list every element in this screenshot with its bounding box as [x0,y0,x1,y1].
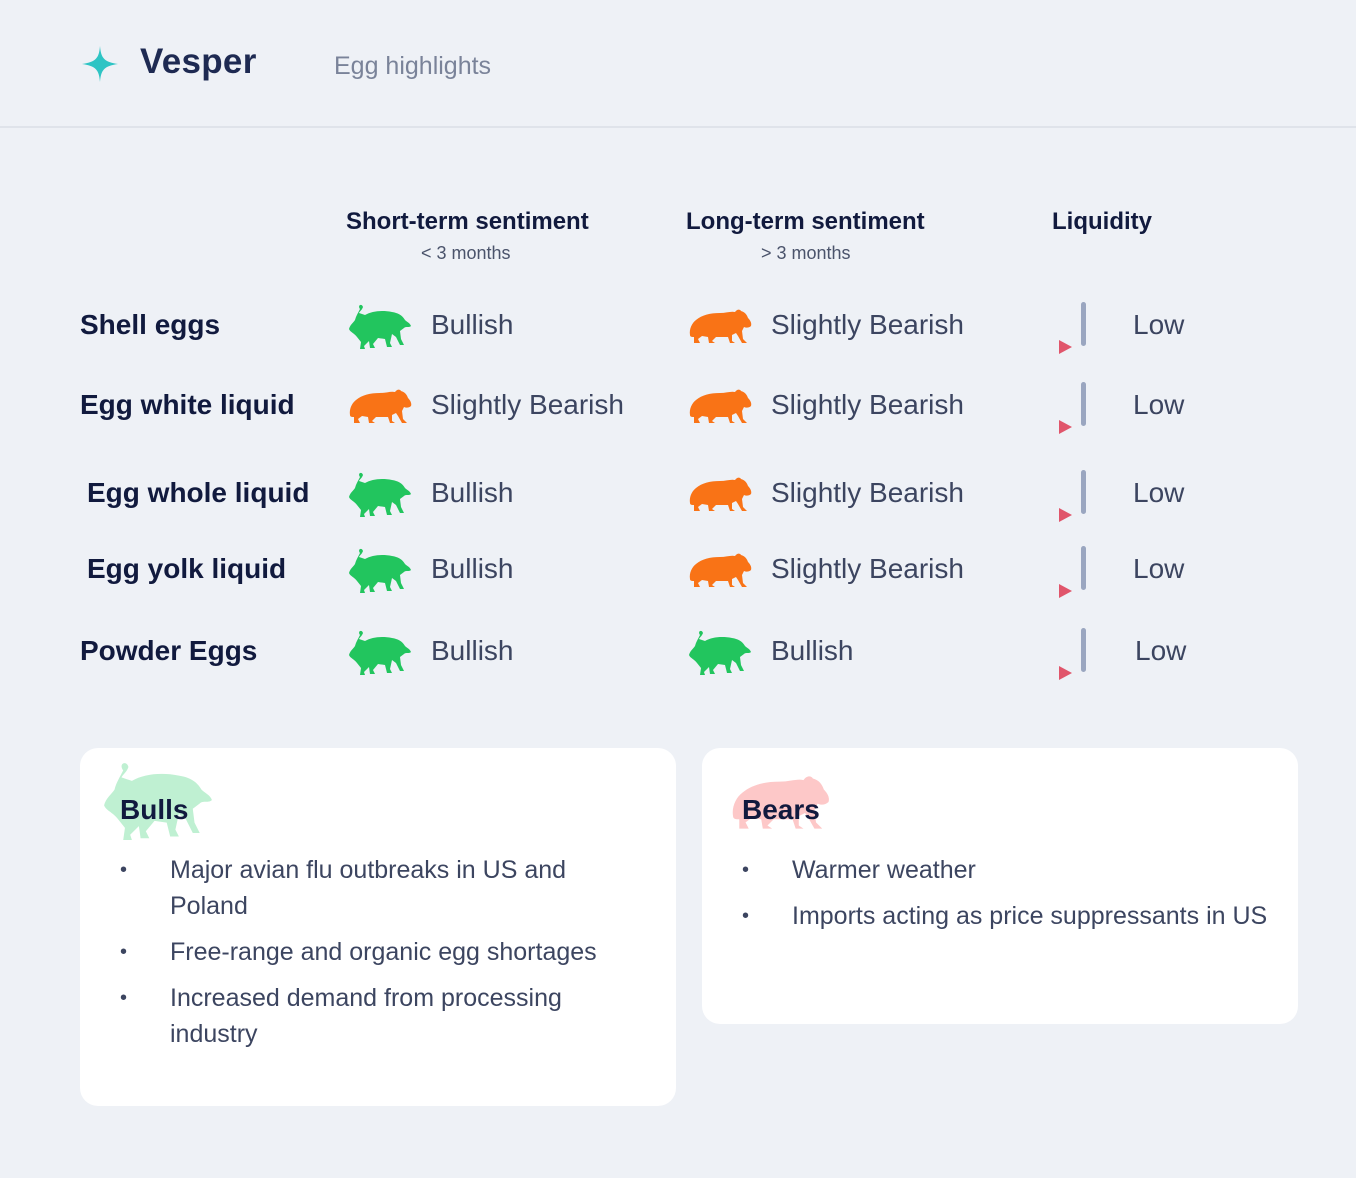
row-label: Egg yolk liquid [87,553,287,584]
bull-icon [348,303,412,349]
bear-icon [688,471,752,517]
liquidity-indicator-icon [1059,546,1086,598]
long-term-value: Slightly Bearish [771,477,964,508]
long-term-value: Slightly Bearish [771,553,964,584]
short-term-value: Bullish [431,477,514,508]
bulls-card: Bulls Major avian flu outbreaks in US an… [80,748,676,1106]
bulls-title: Bulls [120,794,189,825]
brand-name: Vesper [140,42,257,81]
row-label: Egg white liquid [80,389,295,420]
header-bar: Vesper Egg highlights [0,0,1356,128]
page-subtitle: Egg highlights [334,52,492,80]
long-term-value: Slightly Bearish [771,309,964,340]
short-term-value: Bullish [431,635,514,666]
row-label: Powder Eggs [80,635,258,666]
bears-title: Bears [742,794,820,825]
list-item: Warmer weather [742,852,1272,888]
short-term-value: Bullish [431,553,514,584]
short-term-subheader: < 3 months [421,243,511,263]
bulls-list: Major avian flu outbreaks in US and Pola… [120,852,640,1062]
bears-card: Bears Warmer weather Imports acting as p… [702,748,1298,1024]
liquidity-header: Liquidity [1052,208,1152,235]
bear-icon [688,303,752,349]
liquidity-value: Low [1135,635,1187,666]
row-label: Egg whole liquid [87,477,310,508]
liquidity-value: Low [1133,477,1185,508]
liquidity-indicator-icon [1059,470,1086,522]
list-item: Major avian flu outbreaks in US and Pola… [120,852,640,924]
long-term-subheader: > 3 months [761,243,851,263]
liquidity-value: Low [1133,389,1185,420]
bull-icon [348,471,412,517]
bears-list: Warmer weather Imports acting as price s… [742,852,1272,944]
long-term-value: Slightly Bearish [771,389,964,420]
row-label: Shell eggs [80,309,221,340]
liquidity-value: Low [1133,553,1185,584]
long-term-header: Long-term sentiment [686,208,925,235]
bear-icon [688,383,752,429]
bear-icon [688,547,752,593]
short-term-value: Slightly Bearish [431,389,624,420]
liquidity-indicator-icon [1059,382,1086,434]
liquidity-indicator-icon [1059,628,1086,680]
bull-icon [348,629,412,675]
bull-icon [348,547,412,593]
liquidity-indicator-icon [1059,302,1086,354]
list-item: Imports acting as price suppressants in … [742,898,1272,934]
bear-icon [348,383,412,429]
liquidity-value: Low [1133,309,1185,340]
sparkle-logo-icon [82,46,118,82]
bull-icon [688,629,752,675]
list-item: Free-range and organic egg shortages [120,934,640,970]
short-term-value: Bullish [431,309,514,340]
long-term-value: Bullish [771,635,854,666]
short-term-header: Short-term sentiment [346,208,589,235]
list-item: Increased demand from processing industr… [120,980,640,1052]
